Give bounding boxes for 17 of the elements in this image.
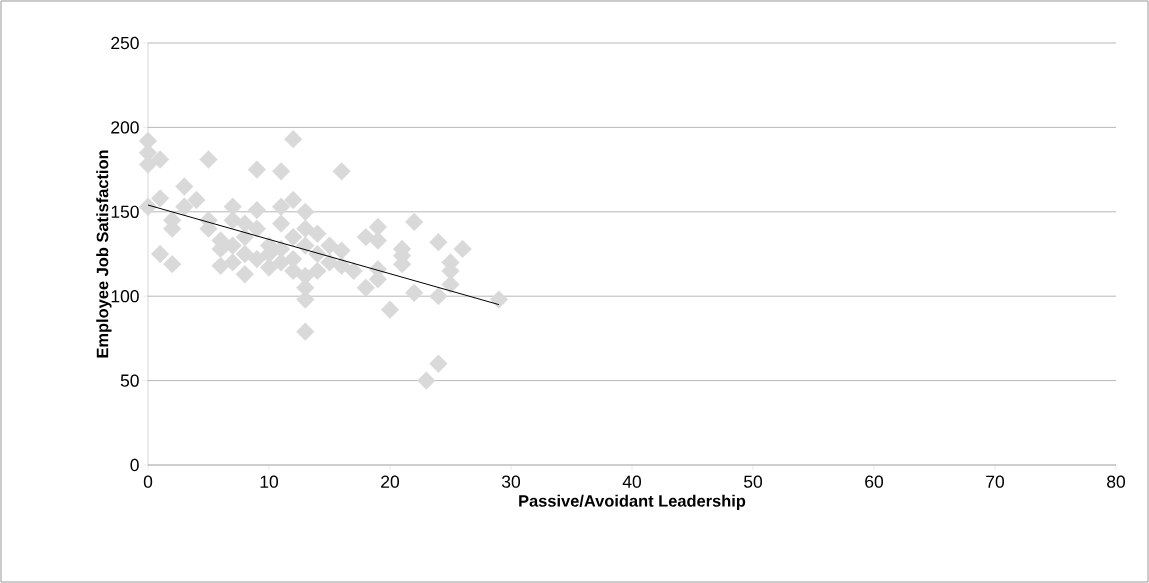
x-tick-label: 60 [865,475,884,488]
x-tick-label: 40 [622,475,642,488]
y-tick-label: 0 [130,458,139,472]
x-tick-label: 50 [744,475,763,488]
x-tick-label: 30 [501,475,521,488]
y-axis-title: Employee Job Satisfaction [96,150,112,358]
y-tick-label: 150 [111,205,139,218]
x-tick-label: 10 [260,475,279,488]
y-tick-label: 50 [120,374,139,387]
x-tick-label: 80 [1107,475,1126,488]
y-tick-label: 250 [111,36,139,50]
x-tick-label: 20 [381,475,400,488]
x-axis-title: Passive/Avoidant Leadership [519,494,746,511]
y-tick-label: 100 [111,290,139,303]
y-tick-label: 200 [111,121,139,134]
x-tick-label: 0 [143,475,153,488]
x-tick-label: 70 [986,475,1005,488]
